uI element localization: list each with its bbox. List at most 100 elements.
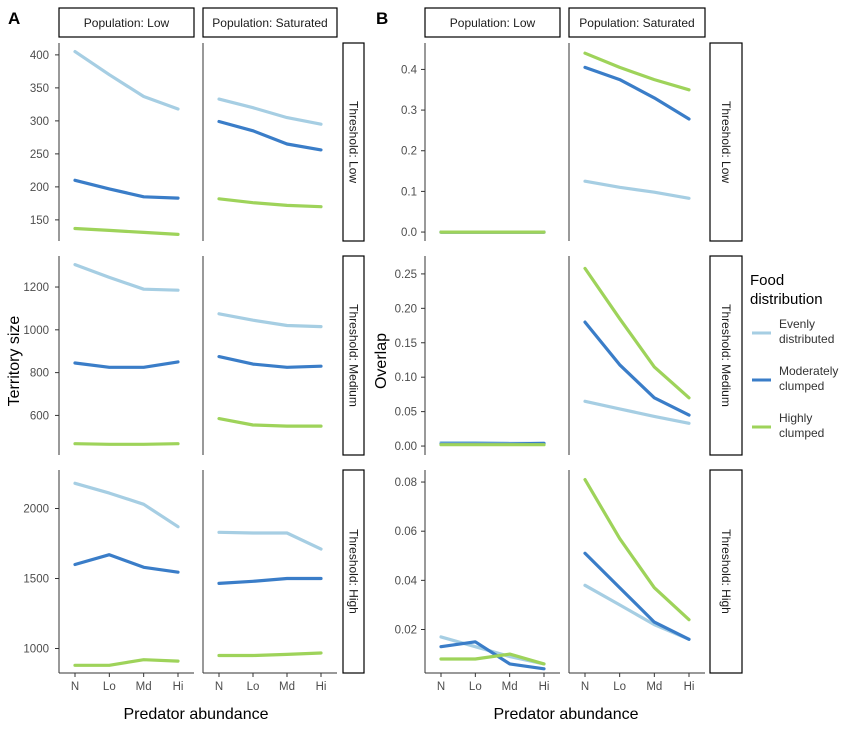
panel-b-col-1-xtick-label-2: Md bbox=[646, 681, 662, 693]
panel-a-row-0-ytick-label-5: 400 bbox=[30, 50, 49, 62]
panel-b-row-2-ytick-label-3: 0.08 bbox=[395, 477, 417, 489]
panel-a-row-1-col-0-line-highly bbox=[73, 442, 180, 446]
panel-b-col-0-xtick-label-0: N bbox=[437, 681, 445, 693]
panel-a-col-1-xtick-label-0: N bbox=[215, 681, 223, 693]
panel-a-x-axis-title: Predator abundance bbox=[124, 706, 269, 723]
panel-a-row-strip-0 bbox=[342, 42, 365, 242]
panel-a-row-1-ytick-label-1: 800 bbox=[30, 368, 49, 380]
panel-b-col-0-xtick-label-2: Md bbox=[502, 681, 518, 693]
legend: Food distribution Evenly distributed Mod… bbox=[750, 272, 838, 440]
panel-a-row-2-col-0-line-evenly bbox=[73, 481, 180, 529]
panel-b-col-strip-1 bbox=[568, 7, 706, 38]
panel-b-col-0-xtick-label-1: Lo bbox=[469, 681, 482, 693]
panel-b-col-0-xtick-label-3: Hi bbox=[539, 681, 550, 693]
panel-letter-b: B bbox=[376, 9, 388, 28]
panel-b-row-0-ytick-label-4: 0.4 bbox=[401, 64, 418, 76]
panel-a-row-0-ytick-label-2: 250 bbox=[30, 149, 49, 161]
legend-title-line1: Food bbox=[750, 272, 784, 289]
panel-a-col-0-xtick-label-0: N bbox=[71, 681, 79, 693]
panel-a-row-2-col-1-line-highly bbox=[217, 651, 323, 658]
panel-b-row-2-ytick-label-1: 0.04 bbox=[395, 575, 418, 587]
panel-a-row-strip-2 bbox=[342, 469, 365, 674]
panel-b-col-strip-label-0: Population: Low bbox=[450, 16, 536, 30]
panel-b-row-0-ytick-label-2: 0.2 bbox=[401, 146, 417, 158]
panel-b-row-1-ytick-label-5: 0.25 bbox=[395, 269, 417, 281]
panel-a-row-2-ytick-label-2: 2000 bbox=[23, 504, 49, 516]
panel-a-row-strip-1 bbox=[342, 255, 365, 456]
panel-a-row-0-col-0-line-moderate bbox=[73, 178, 180, 200]
panel-b-row-strip-0 bbox=[709, 42, 743, 242]
panel-b-row-2-ytick-label-0: 0.02 bbox=[395, 625, 417, 637]
panel-b-row-2-col-0-line-highly bbox=[439, 652, 546, 666]
panel-b-row-1-ytick-label-0: 0.00 bbox=[395, 441, 417, 453]
panel-b-col-strip-label-1: Population: Saturated bbox=[579, 16, 694, 30]
panel-b-row-1-ytick-label-1: 0.05 bbox=[395, 407, 417, 419]
panel-b-row-0-ytick-label-3: 0.3 bbox=[401, 105, 417, 117]
panel-a-col-1-xtick-label-3: Hi bbox=[316, 681, 327, 693]
panel-b-row-1-col-1-line-moderate bbox=[583, 320, 691, 417]
panel-a-row-0-col-1-line-highly bbox=[217, 197, 323, 209]
panel-b-row-2-col-0-line-moderate bbox=[439, 640, 546, 671]
panel-b-row-strip-2 bbox=[709, 469, 743, 674]
panel-a-col-1-xtick-label-2: Md bbox=[279, 681, 295, 693]
panel-a-row-0-ytick-label-0: 150 bbox=[30, 215, 49, 227]
panel-b-row-2-ytick-label-2: 0.06 bbox=[395, 526, 417, 538]
legend-label-highly-line1: Highly bbox=[779, 411, 812, 425]
panel-b-row-1-ytick-label-2: 0.10 bbox=[395, 372, 417, 384]
panel-b-row-0-ytick-label-1: 0.1 bbox=[401, 186, 417, 198]
panel-b-row-strip-1 bbox=[709, 255, 743, 456]
panel-b-x-axis-title: Predator abundance bbox=[494, 706, 639, 723]
panel-a-row-2-col-1-line-moderate bbox=[217, 576, 323, 586]
panel-a-row-2-col-0-line-highly bbox=[73, 658, 180, 667]
panel-a-row-2-col-0-line-moderate bbox=[73, 553, 180, 574]
panel-a-row-1-col-1-line-highly bbox=[217, 417, 323, 428]
panel-b-row-strip-label-1: Threshold: Medium bbox=[719, 304, 733, 407]
panel-a-row-0-ytick-label-3: 300 bbox=[30, 116, 49, 128]
panel-b-row-0-col-1-line-evenly bbox=[583, 179, 691, 200]
panel-a-row-2-ytick-label-0: 1000 bbox=[23, 644, 49, 656]
panel-a-col-strip-label-1: Population: Saturated bbox=[212, 16, 327, 30]
panel-b-row-strip-label-2: Threshold: High bbox=[719, 529, 733, 614]
panel-a-row-1-ytick-label-2: 1000 bbox=[23, 325, 49, 337]
panel-b-row-0-ytick-label-0: 0.0 bbox=[401, 227, 417, 239]
panel-letter-a: A bbox=[8, 9, 20, 28]
panel-a-row-strip-label-0: Threshold: Low bbox=[347, 101, 361, 183]
legend-title-line2: distribution bbox=[750, 291, 823, 308]
panel-a-row-2-ytick-label-1: 1500 bbox=[23, 574, 49, 586]
legend-label-moderate-line1: Moderately bbox=[779, 364, 838, 378]
panel-a-row-strip-label-1: Threshold: Medium bbox=[347, 304, 361, 407]
panel-b-y-axis-title: Overlap bbox=[373, 333, 390, 389]
panel-a-col-1-xtick-label-1: Lo bbox=[247, 681, 260, 693]
panel-b-col-1-xtick-label-3: Hi bbox=[684, 681, 695, 693]
panel-a-row-1-col-1-line-evenly bbox=[217, 312, 323, 329]
panel-a: Population: Low Population: Saturated Thre… bbox=[23, 7, 365, 693]
panel-b-row-strip-label-0: Threshold: Low bbox=[719, 101, 733, 183]
legend-label-moderate-line2: clumped bbox=[779, 379, 824, 393]
panel-b: Population: Low Population: Saturated Thre… bbox=[395, 7, 743, 693]
legend-label-evenly-line1: Evenly bbox=[779, 317, 815, 331]
panel-a-col-strip-0 bbox=[58, 7, 195, 38]
panel-a-row-1-col-1-line-moderate bbox=[217, 355, 323, 369]
panel-b-row-1-col-1-line-evenly bbox=[583, 399, 691, 425]
panel-a-row-1-col-0-line-evenly bbox=[73, 263, 180, 292]
panel-b-row-0-col-1-line-moderate bbox=[583, 65, 691, 121]
panel-a-y-axis-title: Territory size bbox=[6, 316, 23, 407]
panel-a-col-strip-label-0: Population: Low bbox=[84, 16, 170, 30]
panel-a-col-0-xtick-label-2: Md bbox=[136, 681, 152, 693]
panel-a-row-0-col-0-line-evenly bbox=[73, 49, 180, 111]
panel-b-col-1-xtick-label-1: Lo bbox=[613, 681, 626, 693]
panel-a-row-1-ytick-label-3: 1200 bbox=[23, 282, 49, 294]
panel-b-row-1-col-1-line-highly bbox=[583, 266, 691, 400]
legend-label-highly-line2: clumped bbox=[779, 426, 824, 440]
panel-a-row-1-col-0-line-moderate bbox=[73, 360, 180, 369]
panel-a-row-1-ytick-label-0: 600 bbox=[30, 410, 49, 422]
panel-a-col-0-xtick-label-3: Hi bbox=[173, 681, 184, 693]
panel-a-row-0-ytick-label-4: 350 bbox=[30, 83, 49, 95]
panel-b-col-strip-0 bbox=[424, 7, 561, 38]
panel-b-col-1-xtick-label-0: N bbox=[581, 681, 589, 693]
panel-a-row-0-ytick-label-1: 200 bbox=[30, 182, 49, 194]
panel-a-row-strip-label-2: Threshold: High bbox=[347, 529, 361, 614]
panel-a-row-2-col-1-line-evenly bbox=[217, 530, 323, 551]
panel-b-row-2-col-1-line-moderate bbox=[583, 551, 691, 641]
